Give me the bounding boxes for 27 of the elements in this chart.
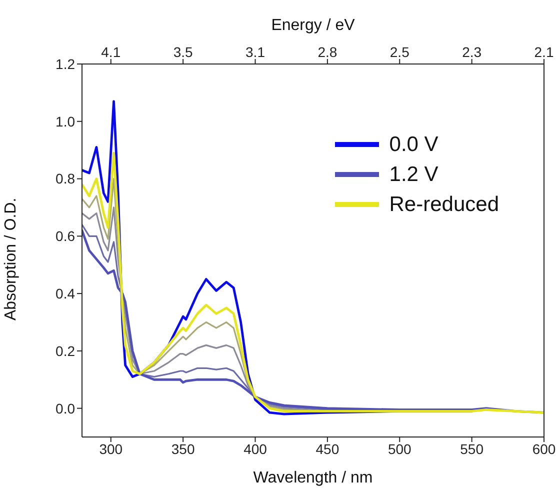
y-tick-label: 0.0 xyxy=(56,400,76,416)
y-tick-label: 1.2 xyxy=(56,56,76,72)
text: 2.5 xyxy=(390,44,410,60)
text: 3.5 xyxy=(173,44,194,60)
y-tick-label: 0.4 xyxy=(56,286,76,302)
x-tick-label: 600 xyxy=(532,440,556,457)
legend-label: 0.0 V xyxy=(389,133,438,157)
text: 4.1 xyxy=(101,44,121,60)
text: 3.1 xyxy=(246,44,266,60)
x2-axis-title: Energy / eV xyxy=(271,17,356,34)
y-tick-label: 0.8 xyxy=(56,170,76,187)
text: 2.1 xyxy=(534,44,554,60)
y-tick-label: 0.2 xyxy=(56,342,76,359)
x-tick-label: 300 xyxy=(99,440,123,457)
x-tick-label: 400 xyxy=(244,440,268,457)
y-tick-label: 1.0 xyxy=(56,113,76,130)
x-tick-label: 450 xyxy=(316,440,340,457)
text: 2.8 xyxy=(318,44,338,60)
text: 2.3 xyxy=(462,44,482,60)
y-tick-label: 0.6 xyxy=(56,228,76,244)
x-tick-label: 500 xyxy=(388,440,412,457)
x-tick-label: 550 xyxy=(460,440,484,457)
legend-label: Re-reduced xyxy=(389,193,499,217)
legend-label: 1.2 V xyxy=(389,163,438,187)
x-tick-label: 350 xyxy=(171,440,195,457)
y-axis-title: Absorption / O.D. xyxy=(2,198,20,320)
x-axis-title: Wavelength / nm xyxy=(253,469,373,486)
